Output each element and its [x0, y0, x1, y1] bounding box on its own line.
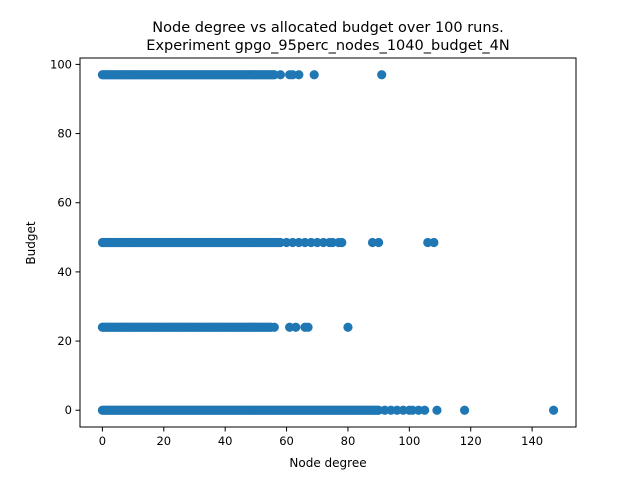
scatter-point — [337, 237, 347, 248]
scatter-point — [420, 405, 430, 415]
scatter-point — [303, 322, 313, 332]
y-tick-label: 40 — [57, 265, 72, 279]
x-tick-label: 80 — [341, 434, 356, 448]
scatter-point — [459, 405, 470, 415]
scatter-point — [432, 405, 442, 415]
y-tick-label: 100 — [50, 57, 72, 71]
x-tick-label: 120 — [460, 434, 482, 448]
plot-area-frame — [79, 57, 577, 428]
y-axis-label: Budget — [24, 221, 38, 264]
scatter-point — [294, 70, 304, 80]
scatter-point — [343, 322, 353, 332]
x-axis-label: Node degree — [289, 456, 366, 470]
y-tick-label: 80 — [57, 127, 72, 141]
x-tick-label: 0 — [99, 434, 106, 448]
x-tick-label: 20 — [156, 434, 171, 448]
scatter-point — [429, 237, 439, 248]
scatter-point — [548, 405, 559, 415]
x-tick-label: 140 — [521, 434, 543, 448]
x-tick-label: 40 — [218, 434, 233, 448]
x-tick-label: 100 — [398, 434, 420, 448]
chart-title-line-1: Node degree vs allocated budget over 100… — [152, 20, 503, 36]
scatter-point — [377, 70, 387, 80]
x-axis-ticks: 0 20 40 60 80 100 120 140 — [99, 427, 543, 448]
scatter-point — [291, 322, 301, 332]
y-tick-label: 0 — [65, 403, 72, 417]
data-points — [97, 70, 559, 415]
scatter-point — [374, 237, 384, 248]
x-tick-label: 60 — [279, 434, 294, 448]
y-tick-label: 60 — [57, 196, 72, 210]
y-axis-ticks: 0 20 40 60 80 100 — [50, 57, 80, 417]
scatter-point — [275, 70, 286, 80]
y-tick-label: 20 — [57, 334, 72, 348]
scatter-point — [269, 322, 279, 332]
scatter-point — [309, 70, 319, 80]
chart-title-line-2: Experiment gpgo_95perc_nodes_1040_budget… — [146, 38, 509, 54]
